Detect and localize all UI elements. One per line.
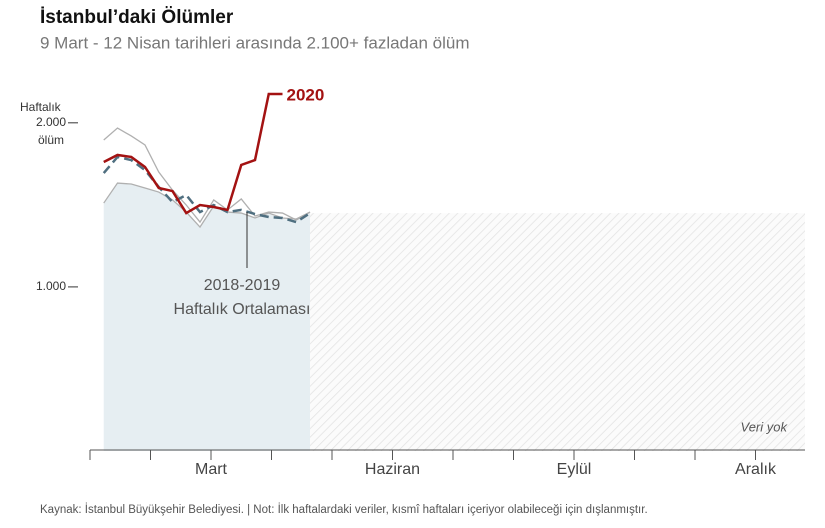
series-label: 2020 — [287, 85, 325, 104]
y-axis-label: ölüm — [38, 133, 64, 147]
series-line — [103, 182, 311, 229]
series-line — [103, 92, 283, 215]
series-line — [102, 155, 311, 224]
source-note: Kaynak: İstanbul Büyükşehir Belediyesi. … — [40, 503, 648, 516]
chart-subtitle: 9 Mart - 12 Nisan tarihleri arasında 2.1… — [40, 33, 469, 52]
y-axis-label: Haftalık — [20, 100, 62, 114]
series-line — [103, 127, 311, 224]
x-tick-label: Eylül — [557, 461, 592, 478]
no-data-region — [310, 213, 805, 451]
chart-title: İstanbul’daki Ölümler — [40, 7, 234, 28]
y-tick-label: 1.000 — [36, 279, 66, 293]
x-tick-label: Mart — [195, 461, 228, 478]
x-tick-label: Haziran — [365, 461, 420, 478]
annotation: 2018-2019 — [204, 277, 281, 294]
y-tick-label: 2.000 — [36, 115, 66, 129]
x-tick-label: Aralık — [735, 461, 777, 478]
annotation: Haftalık Ortalaması — [174, 301, 311, 318]
data-area — [103, 183, 310, 451]
no-data-label: Veri yok — [741, 419, 789, 434]
